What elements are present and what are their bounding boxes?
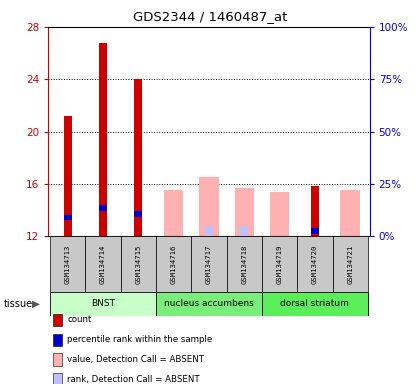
Text: GSM134713: GSM134713 [65,244,71,284]
Bar [156,292,262,316]
Bar [99,43,107,236]
Text: GDS2344 / 1460487_at: GDS2344 / 1460487_at [133,10,287,23]
Text: tissue: tissue [4,299,33,309]
Text: rank, Detection Call = ABSENT: rank, Detection Call = ABSENT [67,375,200,384]
Bar [270,192,289,236]
Bar [156,236,191,292]
Text: GSM134721: GSM134721 [347,244,353,284]
Bar [134,79,142,236]
Text: GSM134717: GSM134717 [206,244,212,284]
Text: dorsal striatum: dorsal striatum [281,300,349,308]
Text: GSM134718: GSM134718 [241,244,247,284]
Bar [333,236,368,292]
Bar [262,236,297,292]
Bar [205,226,213,236]
Bar [199,177,219,236]
Bar [64,116,71,236]
Bar [191,236,227,292]
Text: ▶: ▶ [32,299,40,309]
Bar [164,190,184,236]
Text: count: count [67,315,92,324]
Bar [234,188,254,236]
Bar [227,236,262,292]
Text: percentile rank within the sample: percentile rank within the sample [67,335,213,344]
Bar [297,236,333,292]
Text: value, Detection Call = ABSENT: value, Detection Call = ABSENT [67,355,204,364]
Bar [240,226,248,236]
Bar [121,236,156,292]
Text: GSM134715: GSM134715 [135,244,142,284]
Text: GSM134719: GSM134719 [276,244,283,284]
Bar [50,236,85,292]
Bar [85,236,121,292]
Text: GSM134714: GSM134714 [100,244,106,284]
Text: GSM134716: GSM134716 [171,244,177,284]
Bar [311,187,319,236]
Text: GSM134720: GSM134720 [312,244,318,284]
Bar [311,228,319,233]
Bar [99,205,107,211]
Bar [341,190,360,236]
Bar [134,211,142,217]
Text: BNST: BNST [91,300,115,308]
Bar [50,292,156,316]
Bar [262,292,368,316]
Text: nucleus accumbens: nucleus accumbens [164,300,254,308]
Bar [64,215,71,220]
